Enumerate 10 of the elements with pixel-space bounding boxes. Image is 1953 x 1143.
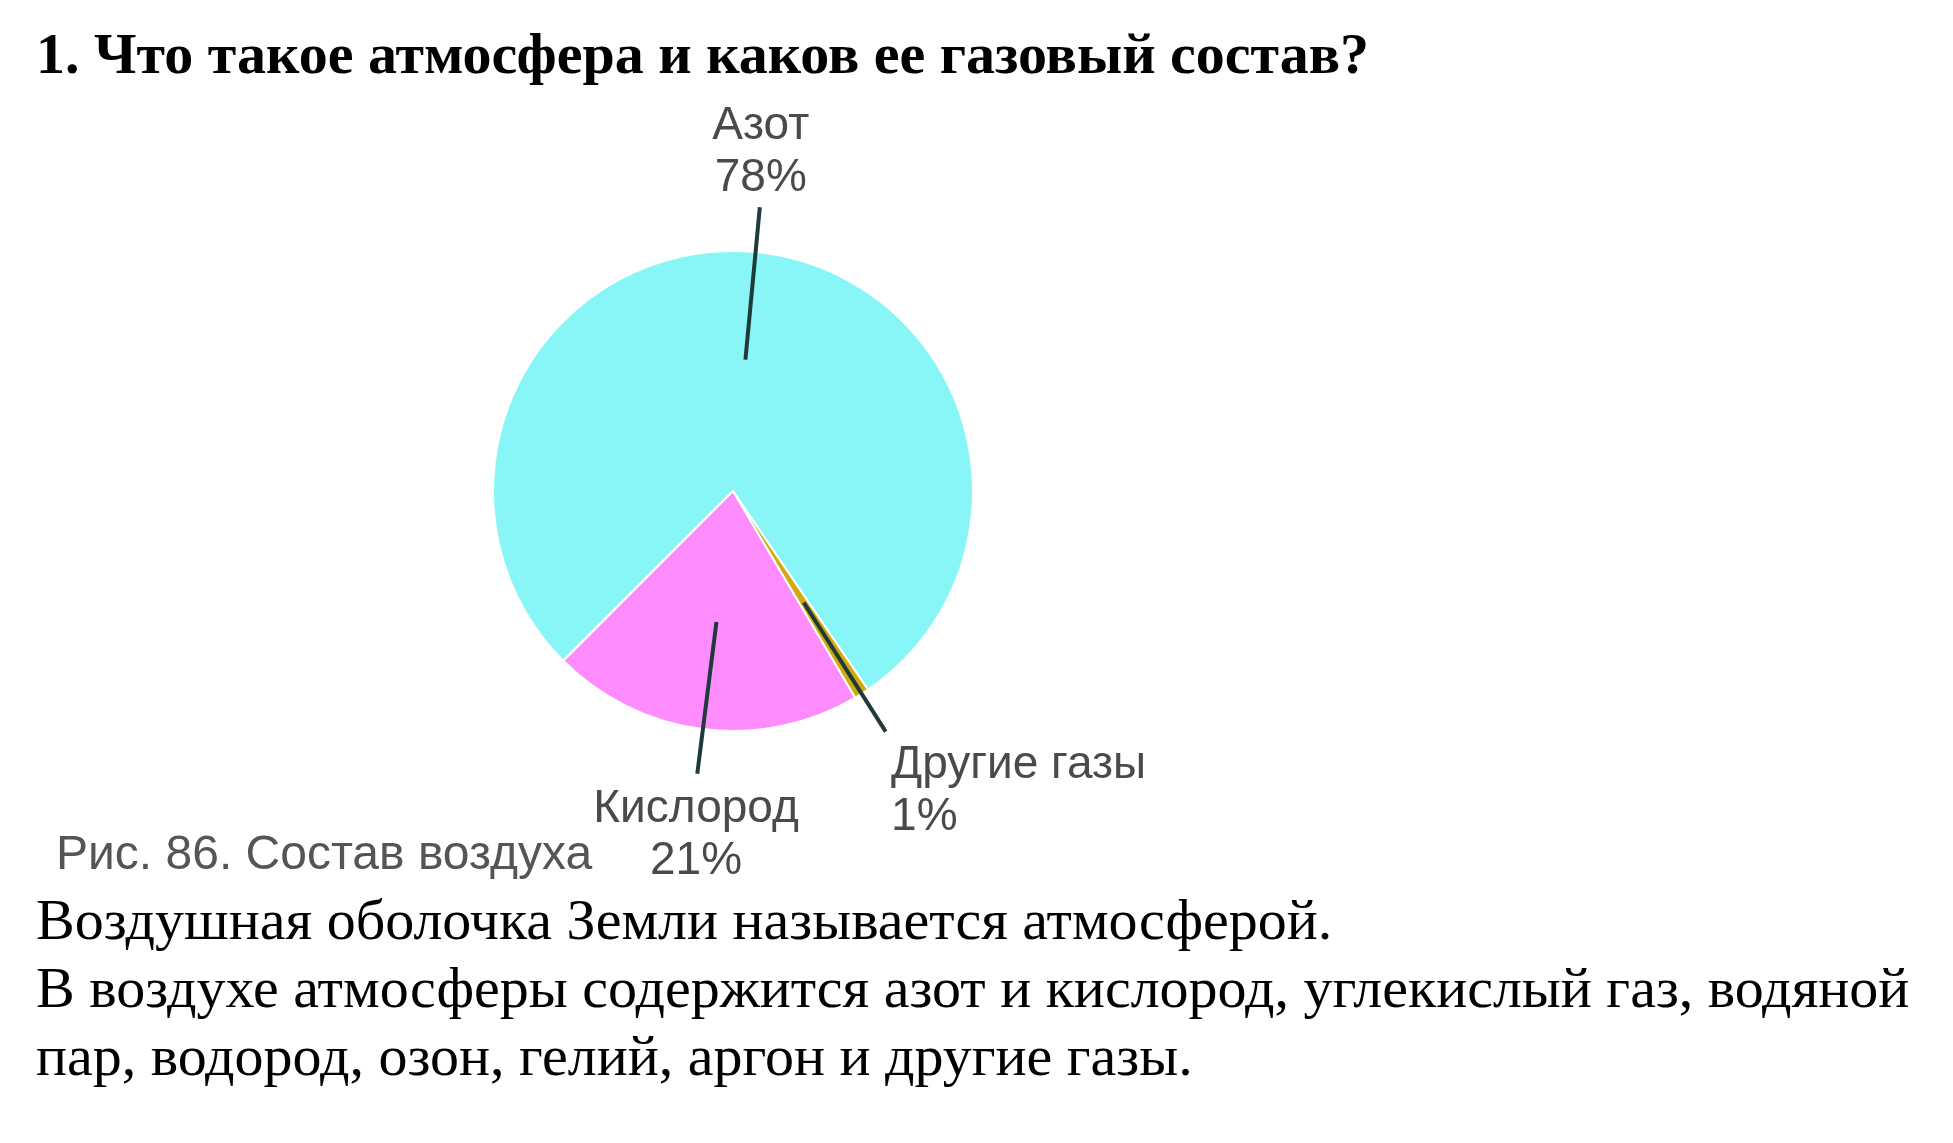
chart-title: 1. Что такое атмосфера и каков ее газовый состав? xyxy=(36,21,1371,86)
slice-label: Азот xyxy=(712,97,810,150)
slice-label: Другие газы xyxy=(891,735,1147,788)
slice-label: Кислород xyxy=(593,779,799,832)
text: В воздухе атмосферы содержится азот и кислород, углекислый газ, водяной пар, водород, озон, гелий, аргон и другие газы. xyxy=(36,953,1911,1090)
text: Воздушная оболочка Земли называется атмосферой. xyxy=(36,885,1334,954)
data-label: 78% xyxy=(714,149,807,202)
data-label: 21% xyxy=(649,831,743,884)
data-label: 1% xyxy=(891,787,958,840)
text: Рис. 86. Состав воздуха xyxy=(56,824,593,880)
